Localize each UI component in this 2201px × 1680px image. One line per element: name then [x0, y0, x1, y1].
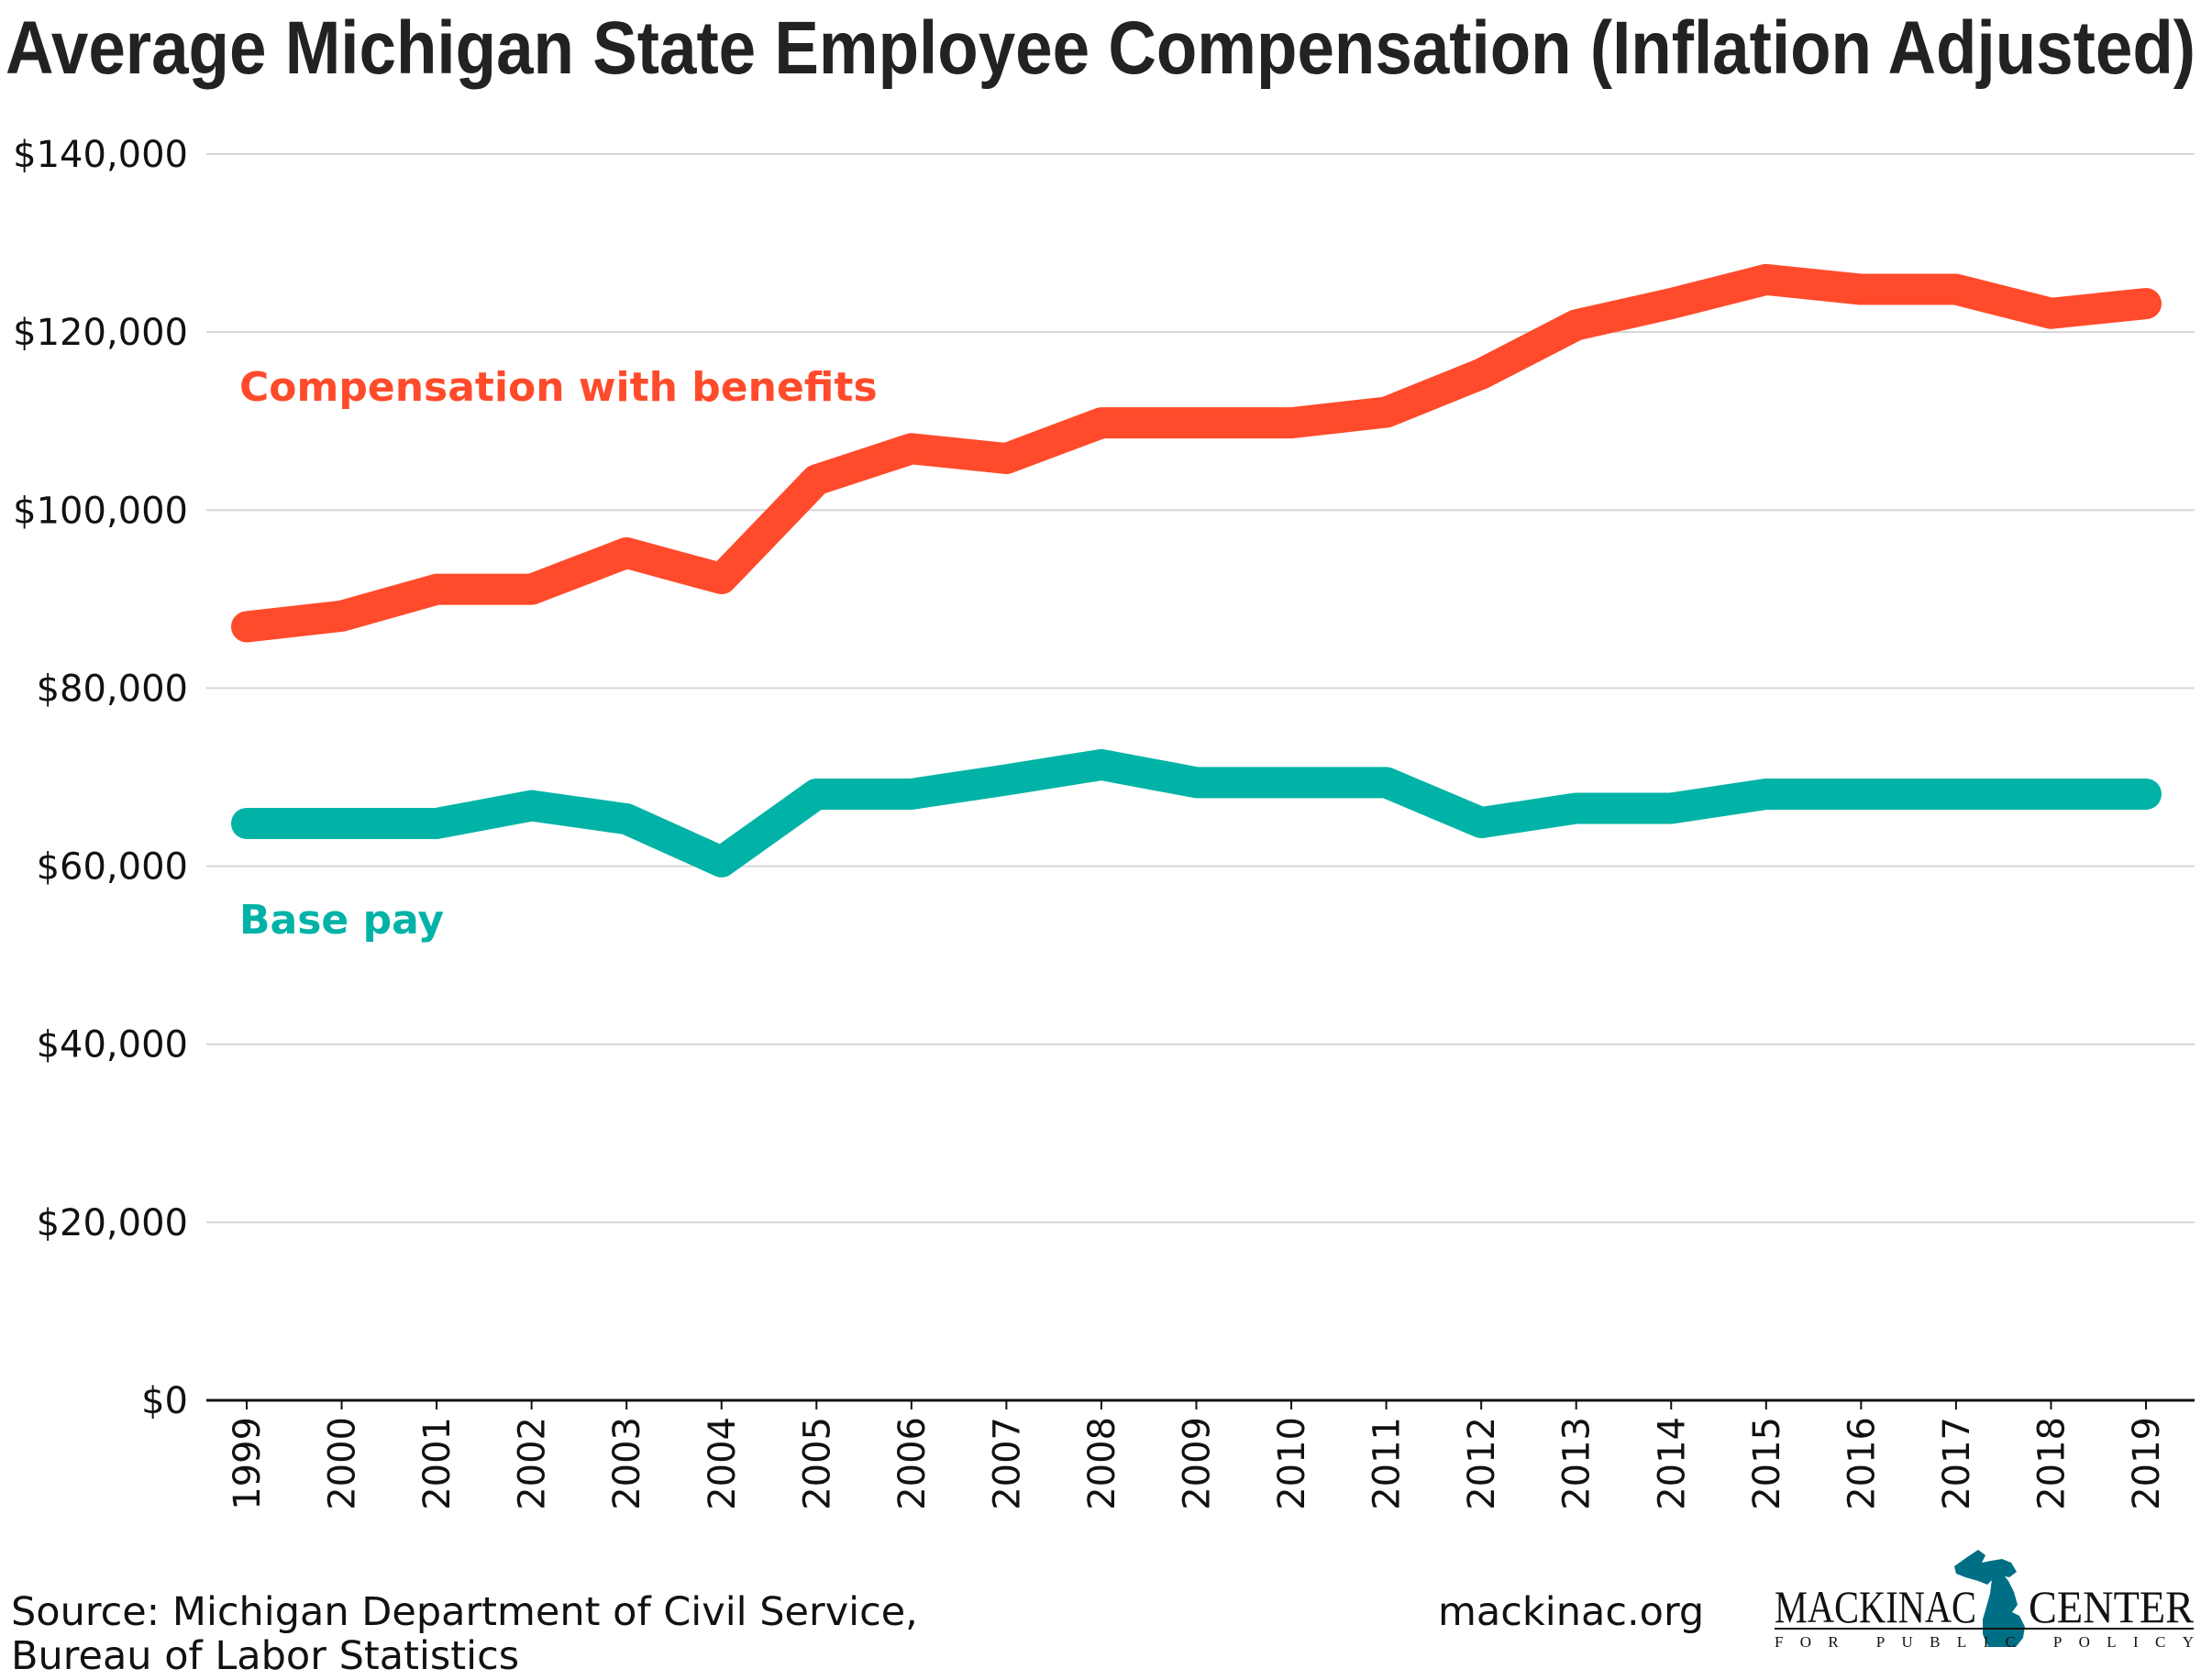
data-point — [436, 588, 438, 591]
x-tick-label: 2011 — [1366, 1417, 1409, 1510]
data-point — [1575, 324, 1577, 326]
y-tick-label: $100,000 — [13, 490, 188, 532]
website-link[interactable]: mackinac.org — [1438, 1589, 1704, 1635]
data-point — [1954, 792, 1957, 795]
x-tick-label: 2012 — [1461, 1417, 1503, 1510]
data-point — [1764, 792, 1767, 795]
y-axis: $0 $20,000 $40,000 $60,000 $80,000 $100,000 $1… — [13, 134, 188, 1422]
data-point — [815, 792, 818, 795]
y-tick-label: $60,000 — [37, 846, 188, 889]
x-tick-label: 2018 — [2030, 1417, 2073, 1510]
gridlines — [206, 153, 2195, 1402]
data-point — [436, 822, 438, 824]
data-point — [1195, 422, 1198, 425]
michigan-map-icon — [1954, 1550, 2025, 1647]
x-tick-label: 2004 — [702, 1417, 744, 1510]
data-point — [530, 804, 533, 807]
data-point — [2050, 312, 2052, 315]
data-point — [1290, 781, 1293, 784]
data-point — [1100, 422, 1102, 425]
x-tick-label: 2003 — [606, 1417, 648, 1510]
x-tick-label: 2005 — [796, 1417, 838, 1510]
series-label-compensation: Compensation with benefits — [239, 364, 878, 411]
logo-word-center: CENTER — [2029, 1581, 2195, 1632]
data-point — [625, 818, 628, 821]
x-tick-label: 2010 — [1271, 1417, 1313, 1510]
mackinac-center-logo: MACKINAC CENTER FOR PUBLIC POLICY — [1775, 1550, 2195, 1651]
logo-word-mackinac: MACKINAC — [1775, 1581, 1976, 1632]
data-point — [1100, 763, 1102, 766]
series-label-base-pay: Base pay — [239, 897, 444, 944]
data-point — [1480, 822, 1483, 824]
data-point — [625, 551, 628, 554]
x-tick-label: 2000 — [322, 1417, 364, 1510]
data-point — [340, 822, 343, 824]
x-tick-label: 2019 — [2126, 1417, 2168, 1510]
x-tick-label: 2014 — [1651, 1417, 1693, 1510]
y-tick-label: $20,000 — [37, 1202, 188, 1244]
y-tick-label: $140,000 — [13, 134, 188, 176]
data-point — [246, 625, 248, 628]
x-tick-label: 2008 — [1081, 1417, 1123, 1510]
data-point — [815, 479, 818, 481]
data-point — [1195, 781, 1198, 784]
data-point — [1860, 288, 1863, 291]
data-point — [1954, 288, 1957, 291]
y-tick-label: $0 — [141, 1380, 188, 1422]
x-tick-label: 2016 — [1841, 1417, 1883, 1510]
data-point — [910, 792, 912, 795]
data-point — [1385, 781, 1388, 784]
data-point — [1385, 411, 1388, 414]
data-point — [2145, 792, 2147, 795]
x-tick-label: 2002 — [512, 1417, 554, 1510]
x-tick-label: 2017 — [1936, 1417, 1978, 1510]
data-point — [1005, 457, 1008, 459]
x-tick-label: 2013 — [1556, 1417, 1598, 1510]
source-line-1: Source: Michigan Department of Civil Ser… — [11, 1589, 918, 1635]
data-point — [1860, 792, 1863, 795]
x-tick-label: 2009 — [1177, 1417, 1219, 1510]
source-line-2: Bureau of Labor Statistics — [11, 1633, 519, 1679]
data-point — [2050, 792, 2052, 795]
data-point — [1670, 807, 1673, 810]
series-line-base-pay — [231, 748, 2162, 878]
y-tick-label: $120,000 — [13, 312, 188, 354]
chart-title: Average Michigan State Employee Compensa… — [6, 6, 2195, 90]
data-point — [1764, 278, 1767, 281]
data-point — [340, 614, 343, 617]
data-point — [1670, 303, 1673, 305]
x-tick-label: 2006 — [891, 1417, 934, 1510]
data-point — [1480, 372, 1483, 375]
x-tick-label: 2007 — [986, 1417, 1028, 1510]
x-tick-label: 2015 — [1746, 1417, 1788, 1510]
data-point — [1005, 779, 1008, 781]
x-tick-label: 2001 — [416, 1417, 459, 1510]
data-point — [720, 860, 723, 863]
data-point — [1290, 422, 1293, 425]
y-tick-label: $80,000 — [37, 668, 188, 710]
x-axis: 1999 2000 2001 2002 2003 2004 2005 2006 2007 2008… — [227, 1400, 2168, 1510]
x-tick-label: 1999 — [227, 1417, 269, 1510]
data-point — [910, 448, 912, 450]
y-tick-label: $40,000 — [37, 1024, 188, 1067]
data-point — [720, 578, 723, 580]
data-point — [1575, 807, 1577, 810]
logo-tagline: FOR PUBLIC POLICY — [1775, 1633, 2194, 1651]
series-lines — [231, 263, 2162, 878]
data-point — [246, 822, 248, 824]
data-point — [2145, 303, 2147, 305]
data-point — [530, 588, 533, 591]
